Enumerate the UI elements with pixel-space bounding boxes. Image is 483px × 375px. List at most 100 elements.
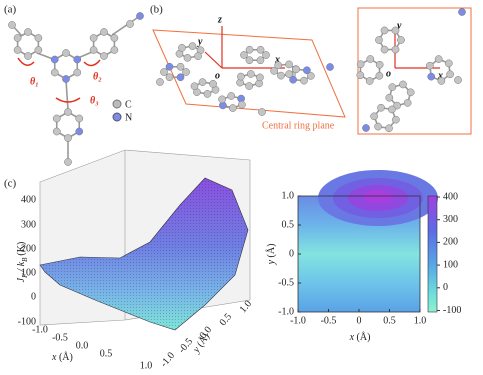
c-atom (73, 68, 82, 77)
c-atom (246, 70, 255, 78)
c-atom (209, 80, 217, 88)
x-tick-label: -0.5 (52, 332, 68, 343)
c-atom (391, 26, 400, 35)
c-atom (183, 54, 192, 62)
n-atom (50, 55, 59, 64)
label-part: (K) (16, 242, 27, 256)
c-atom (198, 78, 207, 86)
n-atom (427, 72, 436, 81)
c-atom (240, 51, 248, 59)
c-atom (178, 44, 186, 52)
y-tick-label: -0.5 (177, 336, 196, 355)
c-atom (356, 60, 365, 69)
x-tick-label: 0.0 (76, 340, 89, 351)
y-tick-label: 0.5 (282, 219, 295, 230)
n-atom (362, 124, 370, 132)
c-atom (285, 70, 293, 78)
y-axis-label: y (Å) (265, 244, 277, 266)
colorbar-tick-label: -100 (443, 305, 461, 316)
c-atom (50, 68, 59, 77)
c-atom (393, 101, 401, 110)
c-atom (24, 28, 32, 36)
z-tick-label: 0 (31, 291, 36, 302)
label-part: y (266, 259, 277, 265)
c-atom (245, 56, 254, 65)
c-atom (307, 72, 315, 80)
panel-c: (c) JF/ kB(K) x (Å) y (Å) x (Å) y (Å) 40… (4, 149, 461, 371)
c-atom (444, 59, 453, 68)
c-atom (8, 21, 16, 29)
n-atom (176, 73, 185, 82)
z-tick-label: -100 (18, 316, 36, 327)
label-part: (Å) (265, 244, 277, 258)
n-atom (165, 62, 174, 71)
axes-arrows (204, 26, 440, 69)
x-tick-label: -0.5 (321, 315, 337, 326)
ring-plane (152, 29, 346, 118)
c-atom (399, 80, 407, 89)
n-atom (303, 66, 311, 75)
c-atom (75, 114, 84, 123)
c-atom (238, 100, 246, 109)
c-atom (237, 72, 245, 81)
c-atom (52, 127, 61, 136)
z-tick-label: 400 (21, 194, 36, 205)
x-tick-label: 0.5 (100, 348, 113, 359)
c-atom (377, 103, 385, 112)
legend-n (112, 112, 122, 122)
bond (111, 15, 141, 36)
axes-arrows-part (204, 51, 223, 69)
c-atom (392, 115, 400, 124)
c-atom (446, 70, 454, 79)
rotation-arrow (55, 97, 81, 103)
c-atom (156, 78, 164, 86)
c-atom (380, 26, 389, 35)
c-atom (388, 83, 397, 91)
c-atom (277, 71, 285, 80)
y-tick-label: -0.5 (278, 277, 294, 288)
c-atom (374, 122, 382, 131)
c-atom (256, 45, 265, 54)
axis-label: o (386, 68, 391, 79)
n-atom (458, 8, 466, 16)
colorbar-tick-label: 200 (443, 237, 458, 248)
n-atom (136, 12, 144, 20)
c-atom (188, 42, 197, 50)
c-atom (391, 45, 400, 54)
c-atom (375, 60, 384, 69)
axis-label: x (437, 70, 443, 81)
c-atom (285, 60, 293, 69)
z-tick-label: 100 (21, 267, 36, 278)
panel-label: (a) (4, 4, 17, 16)
label-part: y (191, 345, 203, 356)
c-atom (256, 56, 265, 65)
c-atom (403, 99, 412, 107)
c-atom (365, 77, 374, 85)
label-part: x (51, 352, 57, 363)
n-atom (326, 63, 334, 71)
c-atom (256, 73, 264, 82)
c-atom (176, 62, 185, 71)
c-atom (110, 46, 119, 54)
panel-a: (a) θ₁ θ₂ θ₃ C N (4, 4, 132, 124)
c-atom (437, 77, 446, 85)
z-axis-label: JF/ kB(K) (16, 242, 28, 283)
label-part: F (21, 273, 29, 279)
axis-label: y (197, 36, 203, 47)
top-view-frame (357, 7, 472, 135)
c-atom (426, 61, 434, 70)
c-atom (203, 90, 212, 98)
z-tick-label: 300 (21, 219, 36, 230)
c-atom (258, 108, 266, 116)
c-atom (89, 34, 98, 42)
y-tick-label: -1.0 (278, 306, 294, 317)
axis-label: x (274, 54, 280, 65)
x-axis-label: x (Å) (51, 351, 73, 363)
c-atom (24, 52, 32, 60)
label-part: (Å) (357, 331, 371, 343)
rotation-arrow (17, 57, 35, 66)
bond (36, 52, 54, 60)
c-atom (227, 92, 236, 100)
axis-label: o (215, 70, 220, 81)
c-atom (100, 52, 108, 60)
